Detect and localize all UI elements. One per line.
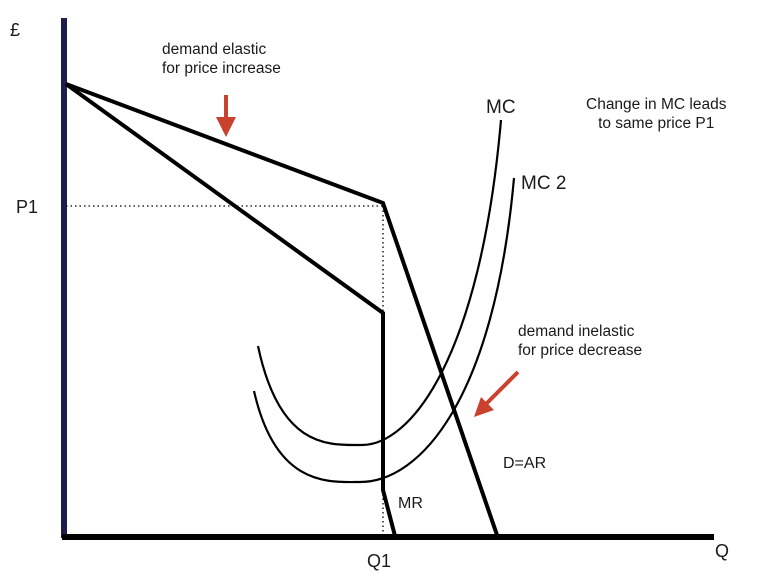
mc-curve [256, 119, 503, 447]
y-axis-label: £ [10, 20, 21, 40]
mc-change-note: Change in MC leads to same price P1 [586, 95, 726, 134]
mc2-curve [252, 177, 516, 484]
demand-curve-label: D=AR [503, 455, 547, 472]
elastic-annotation-line-2: for price increase [162, 60, 281, 78]
mc-change-note-line-1: Change in MC leads [586, 96, 727, 113]
elastic-annotation-line-1: demand elastic [162, 41, 267, 58]
marginal-revenue-curve [64, 82, 397, 537]
inelastic-annotation-line-1: demand inelastic [518, 323, 635, 340]
mc-change-note-line-2: to same price P1 [598, 115, 715, 133]
q1-label: Q1 [367, 551, 392, 571]
mc-label: MC [486, 97, 516, 118]
inelastic-arrow [474, 370, 520, 417]
elastic-arrow [216, 95, 236, 137]
inelastic-annotation: demand inelastic for price decrease [518, 322, 642, 361]
p1-label: P1 [16, 197, 39, 217]
inelastic-annotation-line-2: for price decrease [518, 342, 643, 360]
mr-curve-label: MR [398, 495, 423, 512]
demand-curve [65, 82, 499, 536]
x-axis-label: Q [715, 541, 730, 561]
mc2-label: MC 2 [521, 173, 567, 194]
elastic-annotation: demand elastic for price increase [162, 40, 281, 79]
